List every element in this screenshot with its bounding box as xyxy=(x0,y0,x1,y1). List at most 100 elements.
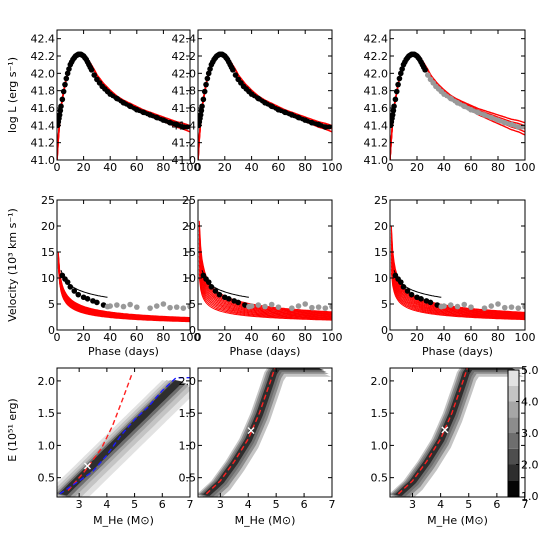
vel-xtick-label: 60 xyxy=(130,331,144,344)
vel-ytick-label: 0 xyxy=(48,324,55,337)
observation-point xyxy=(184,124,190,130)
velocity-xlabel: Phase (days) xyxy=(88,345,159,358)
lc-ytick-label: 41.4 xyxy=(364,119,389,132)
ct-xtick-label: 5 xyxy=(465,498,472,511)
model-curve xyxy=(57,52,190,160)
lc-ytick-label: 42.0 xyxy=(364,67,389,80)
velocity-point-grey xyxy=(120,303,127,310)
lc-xtick-label: 40 xyxy=(437,161,451,174)
observation-point xyxy=(422,67,428,73)
colorbar-level xyxy=(508,433,519,449)
velocity-model-curve xyxy=(390,258,525,318)
ct-xtick-label: 6 xyxy=(301,498,308,511)
lc-xtick-label: 0 xyxy=(387,161,394,174)
red-dashed-line xyxy=(397,368,468,495)
velocity-point-grey xyxy=(187,303,190,310)
observation-point xyxy=(393,88,400,95)
lc-ytick-label: 42.4 xyxy=(172,33,197,46)
vel-xtick-label: 40 xyxy=(437,331,451,344)
vel-ytick-label: 25 xyxy=(182,194,196,207)
contour-ylabel: E (10⁵¹ erg) xyxy=(6,398,19,461)
velocity-point-grey xyxy=(114,302,120,308)
observation-point xyxy=(198,107,205,114)
velocity-model-curve xyxy=(390,243,525,316)
vel-xtick-label: 0 xyxy=(387,331,394,344)
blue-dashed-line xyxy=(59,377,190,495)
lc-ytick-label: 42.2 xyxy=(31,50,56,63)
light-curve-models xyxy=(390,52,525,160)
vel-ytick-label: 20 xyxy=(182,220,196,233)
velocity-point xyxy=(408,291,415,298)
axes-frame xyxy=(389,29,526,161)
colorbar-level xyxy=(508,448,519,465)
lc-xtick-label: 100 xyxy=(515,161,536,174)
vel-ytick-label: 5 xyxy=(48,298,55,311)
lc-ytick-label: 41.6 xyxy=(172,102,197,115)
observation-point xyxy=(63,75,70,82)
observation-point xyxy=(390,107,397,114)
axes-frame xyxy=(389,199,526,331)
observation-point xyxy=(66,66,72,72)
colorbar-level xyxy=(508,401,519,418)
contour-xlabel: M_He (M⊙) xyxy=(235,514,296,527)
velocity-model-curve xyxy=(390,272,525,321)
best-fit-marker xyxy=(441,426,449,434)
observation-point xyxy=(60,88,67,95)
colorbar-level xyxy=(508,480,519,496)
axes-frame xyxy=(56,29,191,161)
velocity-point xyxy=(226,296,232,302)
velocity-point-grey xyxy=(173,304,180,310)
lc-ytick-label: 41.2 xyxy=(172,137,197,150)
ct-xtick-label: 6 xyxy=(493,498,500,511)
velocity-model-curve xyxy=(390,240,525,316)
ct-xtick-label: 3 xyxy=(217,498,224,511)
velocity-model-curve xyxy=(198,255,332,318)
lc-xtick-label: 100 xyxy=(322,161,343,174)
velocity-point-grey xyxy=(488,303,495,309)
colorbar: 1.0 2.0 3.0 4.0 5.0 xyxy=(507,364,539,503)
velocity-model-curve xyxy=(390,251,525,317)
observation-point-grey xyxy=(519,124,525,130)
velocity-point-grey xyxy=(289,305,295,311)
ct-ytick-label: 1.5 xyxy=(371,407,389,420)
ct-ytick-label: 0.5 xyxy=(371,472,389,485)
velocity-point-grey xyxy=(147,305,153,311)
velocity-point xyxy=(75,291,82,298)
vel-ytick-label: 25 xyxy=(374,194,388,207)
lc-ytick-label: 41.2 xyxy=(31,137,56,150)
velocity-point-grey xyxy=(255,302,262,308)
ct-ytick-label: 0.5 xyxy=(38,472,56,485)
velocity-point-grey xyxy=(461,301,468,308)
contour-xlabel: M_He (M⊙) xyxy=(93,514,154,527)
lc-xtick-label: 40 xyxy=(103,161,117,174)
vel-xtick-label: 80 xyxy=(156,331,170,344)
ct-ytick-label: 1.5 xyxy=(179,407,197,420)
colorbar-tick-label: 3.0 xyxy=(521,427,539,440)
velocity-point-grey xyxy=(107,303,113,309)
contour-regions xyxy=(57,374,190,497)
observation-point xyxy=(198,112,204,118)
contour-2: 3 4 5 6 7 0.5 1.0 1.5 2.0 M_He (M⊙) xyxy=(179,367,336,527)
vel-xtick-label: 80 xyxy=(298,331,312,344)
light-curve-models xyxy=(57,52,190,160)
light-curve-observations xyxy=(57,51,190,130)
light-curve-observations xyxy=(390,51,525,130)
observation-point xyxy=(232,72,239,78)
observation-point xyxy=(396,75,403,82)
lc-ytick-label: 41.2 xyxy=(364,137,389,150)
velocity-model-curve xyxy=(198,260,332,319)
model-curve xyxy=(390,52,525,160)
vel-xtick-label: 20 xyxy=(410,331,424,344)
observation-point xyxy=(326,124,332,130)
velocity-model-curve xyxy=(198,277,332,321)
ct-ytick-label: 1.0 xyxy=(38,439,56,452)
lc-xtick-label: 0 xyxy=(54,161,61,174)
model-curve xyxy=(390,53,525,160)
observation-point xyxy=(88,67,95,73)
velocity-point-grey xyxy=(515,305,522,311)
lc-ytick-label: 41.0 xyxy=(172,154,197,167)
velocity-point-grey xyxy=(315,304,322,310)
light-curve-observations xyxy=(198,51,332,130)
velocity-point xyxy=(205,279,212,285)
